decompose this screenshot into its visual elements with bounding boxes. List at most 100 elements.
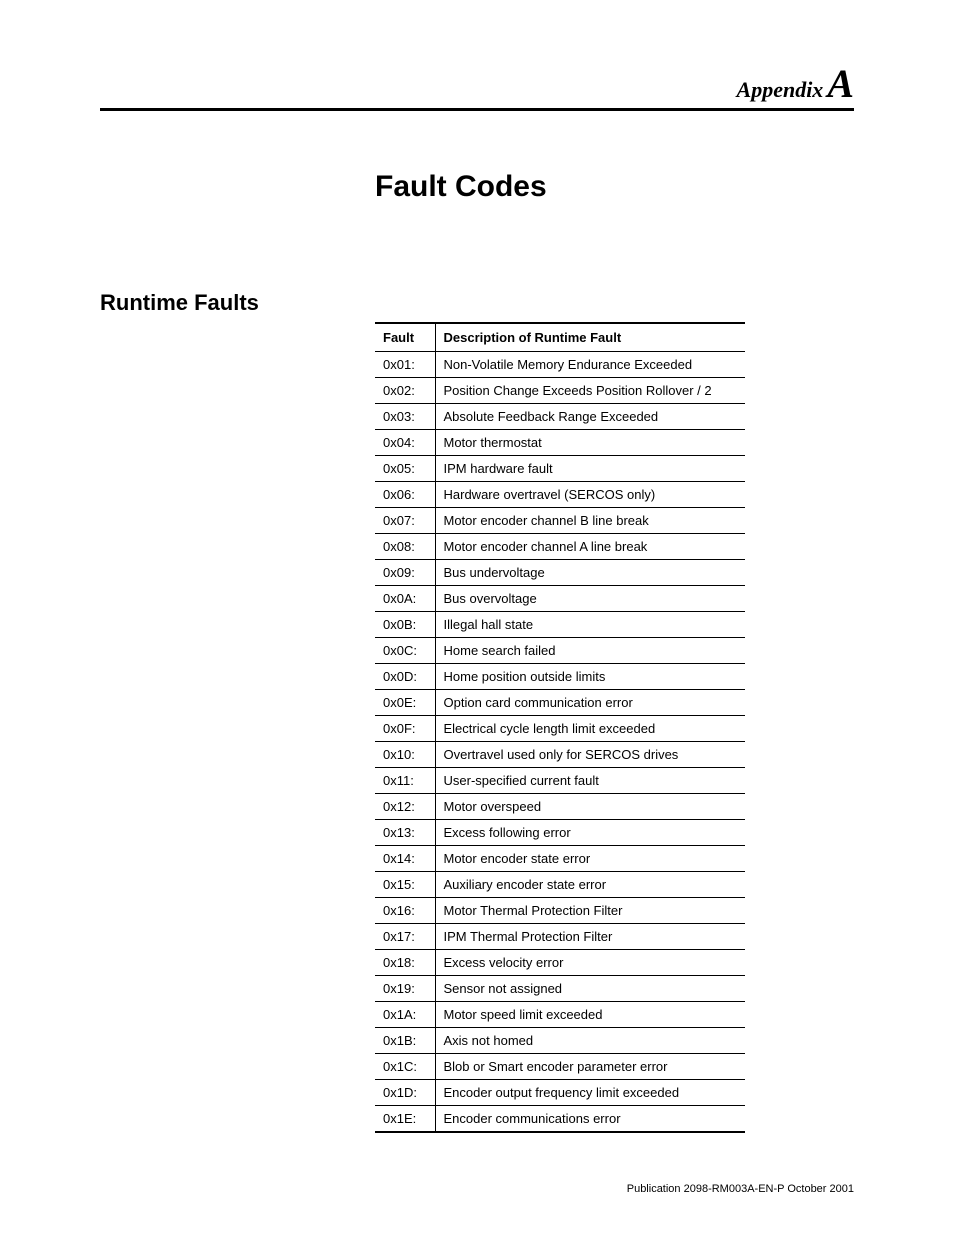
fault-desc-cell: Motor encoder channel A line break (435, 534, 745, 560)
fault-code-cell: 0x0D: (375, 664, 435, 690)
table-row: 0x0F:Electrical cycle length limit excee… (375, 716, 745, 742)
section-title: Runtime Faults (100, 290, 259, 316)
fault-desc-cell: Motor Thermal Protection Filter (435, 898, 745, 924)
fault-code-cell: 0x07: (375, 508, 435, 534)
table-row: 0x07:Motor encoder channel B line break (375, 508, 745, 534)
fault-desc-cell: Option card communication error (435, 690, 745, 716)
fault-desc-cell: Overtravel used only for SERCOS drives (435, 742, 745, 768)
table-row: 0x05:IPM hardware fault (375, 456, 745, 482)
table-row: 0x11:User-specified current fault (375, 768, 745, 794)
table-row: 0x02:Position Change Exceeds Position Ro… (375, 378, 745, 404)
fault-desc-cell: Electrical cycle length limit exceeded (435, 716, 745, 742)
fault-desc-cell: Blob or Smart encoder parameter error (435, 1054, 745, 1080)
table-row: 0x1B:Axis not homed (375, 1028, 745, 1054)
fault-code-cell: 0x16: (375, 898, 435, 924)
fault-desc-cell: Motor overspeed (435, 794, 745, 820)
fault-code-cell: 0x10: (375, 742, 435, 768)
fault-desc-cell: User-specified current fault (435, 768, 745, 794)
table-row: 0x06:Hardware overtravel (SERCOS only) (375, 482, 745, 508)
fault-desc-cell: Axis not homed (435, 1028, 745, 1054)
table-row: 0x0C:Home search failed (375, 638, 745, 664)
fault-code-cell: 0x1C: (375, 1054, 435, 1080)
fault-code-cell: 0x01: (375, 352, 435, 378)
fault-code-cell: 0x0C: (375, 638, 435, 664)
fault-code-cell: 0x18: (375, 950, 435, 976)
fault-desc-cell: Home position outside limits (435, 664, 745, 690)
header-fault: Fault (375, 323, 435, 352)
fault-desc-cell: Position Change Exceeds Position Rollove… (435, 378, 745, 404)
fault-code-cell: 0x15: (375, 872, 435, 898)
fault-code-cell: 0x11: (375, 768, 435, 794)
fault-code-cell: 0x17: (375, 924, 435, 950)
fault-desc-cell: Non-Volatile Memory Endurance Exceeded (435, 352, 745, 378)
fault-codes-table: Fault Description of Runtime Fault 0x01:… (375, 322, 745, 1133)
table-header-row: Fault Description of Runtime Fault (375, 323, 745, 352)
fault-code-cell: 0x0B: (375, 612, 435, 638)
fault-desc-cell: IPM hardware fault (435, 456, 745, 482)
table-row: 0x15:Auxiliary encoder state error (375, 872, 745, 898)
fault-desc-cell: Encoder output frequency limit exceeded (435, 1080, 745, 1106)
fault-code-cell: 0x04: (375, 430, 435, 456)
table-row: 0x12:Motor overspeed (375, 794, 745, 820)
fault-desc-cell: Illegal hall state (435, 612, 745, 638)
table-row: 0x1A:Motor speed limit exceeded (375, 1002, 745, 1028)
table-row: 0x10:Overtravel used only for SERCOS dri… (375, 742, 745, 768)
fault-desc-cell: Motor speed limit exceeded (435, 1002, 745, 1028)
table-row: 0x09:Bus undervoltage (375, 560, 745, 586)
fault-desc-cell: Auxiliary encoder state error (435, 872, 745, 898)
header-description: Description of Runtime Fault (435, 323, 745, 352)
fault-desc-cell: Encoder communications error (435, 1106, 745, 1133)
fault-code-cell: 0x1D: (375, 1080, 435, 1106)
fault-code-cell: 0x13: (375, 820, 435, 846)
appendix-label: Appendix (737, 77, 824, 102)
fault-code-cell: 0x1E: (375, 1106, 435, 1133)
table-row: 0x1E:Encoder communications error (375, 1106, 745, 1133)
fault-desc-cell: Bus overvoltage (435, 586, 745, 612)
fault-code-cell: 0x08: (375, 534, 435, 560)
fault-code-cell: 0x05: (375, 456, 435, 482)
fault-desc-cell: Bus undervoltage (435, 560, 745, 586)
table-row: 0x0A:Bus overvoltage (375, 586, 745, 612)
fault-desc-cell: IPM Thermal Protection Filter (435, 924, 745, 950)
fault-desc-cell: Hardware overtravel (SERCOS only) (435, 482, 745, 508)
table-row: 0x01:Non-Volatile Memory Endurance Excee… (375, 352, 745, 378)
fault-code-cell: 0x06: (375, 482, 435, 508)
table-row: 0x0B:Illegal hall state (375, 612, 745, 638)
fault-desc-cell: Home search failed (435, 638, 745, 664)
table-row: 0x0E:Option card communication error (375, 690, 745, 716)
table-row: 0x19:Sensor not assigned (375, 976, 745, 1002)
fault-code-cell: 0x09: (375, 560, 435, 586)
fault-desc-cell: Sensor not assigned (435, 976, 745, 1002)
fault-code-cell: 0x14: (375, 846, 435, 872)
table-row: 0x0D:Home position outside limits (375, 664, 745, 690)
fault-desc-cell: Motor encoder channel B line break (435, 508, 745, 534)
fault-code-cell: 0x0E: (375, 690, 435, 716)
fault-desc-cell: Motor encoder state error (435, 846, 745, 872)
table-row: 0x13:Excess following error (375, 820, 745, 846)
publication-footer: Publication 2098-RM003A-EN-P October 200… (627, 1183, 854, 1195)
table-row: 0x14:Motor encoder state error (375, 846, 745, 872)
table-row: 0x17:IPM Thermal Protection Filter (375, 924, 745, 950)
appendix-rule (100, 108, 854, 111)
table-row: 0x16:Motor Thermal Protection Filter (375, 898, 745, 924)
chapter-title: Fault Codes (375, 170, 547, 204)
fault-desc-cell: Excess following error (435, 820, 745, 846)
table-row: 0x03:Absolute Feedback Range Exceeded (375, 404, 745, 430)
fault-code-cell: 0x03: (375, 404, 435, 430)
fault-code-cell: 0x0F: (375, 716, 435, 742)
fault-desc-cell: Absolute Feedback Range Exceeded (435, 404, 745, 430)
table-row: 0x04:Motor thermostat (375, 430, 745, 456)
table-row: 0x18:Excess velocity error (375, 950, 745, 976)
table-row: 0x1D:Encoder output frequency limit exce… (375, 1080, 745, 1106)
fault-code-cell: 0x0A: (375, 586, 435, 612)
table-row: 0x08:Motor encoder channel A line break (375, 534, 745, 560)
fault-code-cell: 0x12: (375, 794, 435, 820)
fault-code-cell: 0x1A: (375, 1002, 435, 1028)
fault-code-cell: 0x1B: (375, 1028, 435, 1054)
appendix-letter: A (827, 61, 854, 106)
fault-code-cell: 0x19: (375, 976, 435, 1002)
table-row: 0x1C:Blob or Smart encoder parameter err… (375, 1054, 745, 1080)
fault-desc-cell: Excess velocity error (435, 950, 745, 976)
fault-desc-cell: Motor thermostat (435, 430, 745, 456)
fault-code-cell: 0x02: (375, 378, 435, 404)
